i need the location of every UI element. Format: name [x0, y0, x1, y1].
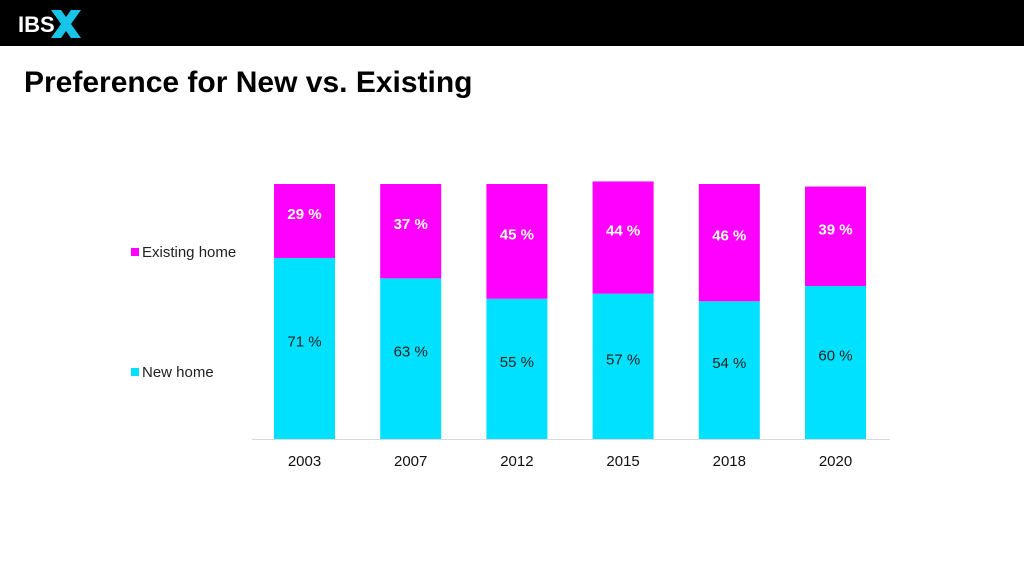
data-label-existing-home-2018: 46 % — [712, 228, 746, 245]
data-label-new-home-2012: 55 % — [500, 354, 534, 371]
legend-label-new-home: New home — [142, 364, 214, 381]
legend-swatch-new-home — [131, 368, 139, 376]
x-tick-label-2018: 2018 — [713, 453, 746, 470]
ibsx-logo[interactable]: IBS — [17, 7, 87, 41]
logo-x-icon — [51, 10, 81, 38]
data-label-existing-home-2015: 44 % — [606, 223, 640, 240]
bar-new-home-2007 — [380, 278, 442, 439]
data-label-new-home-2018: 54 % — [712, 355, 746, 372]
x-tick-label-2020: 2020 — [819, 453, 852, 470]
data-label-new-home-2003: 71 % — [287, 333, 321, 350]
logo-mark-icon: IBS — [18, 10, 81, 38]
data-label-existing-home-2007: 37 % — [394, 216, 428, 233]
legend-swatch-existing-home — [131, 248, 139, 256]
data-label-existing-home-2020: 39 % — [818, 221, 852, 238]
x-tick-label-2015: 2015 — [606, 453, 639, 470]
page-title: Preference for New vs. Existing — [24, 66, 473, 99]
bar-new-home-2003 — [274, 257, 335, 439]
header-bar: IBS — [0, 0, 1024, 46]
data-label-new-home-2020: 60 % — [818, 348, 852, 365]
bar-existing-home-2020 — [805, 186, 866, 286]
data-label-existing-home-2012: 45 % — [500, 226, 534, 243]
bar-new-home-2012 — [486, 298, 548, 439]
bar-new-home-2015 — [592, 293, 654, 439]
bar-existing-home-2018 — [698, 184, 760, 302]
bar-new-home-2020 — [805, 286, 866, 439]
data-label-new-home-2015: 57 % — [606, 351, 640, 368]
bar-existing-home-2012 — [486, 184, 548, 299]
legend-label-existing-home: Existing home — [142, 244, 237, 261]
bar-existing-home-2015 — [592, 181, 654, 294]
bar-existing-home-2007 — [380, 184, 442, 279]
data-label-existing-home-2003: 29 % — [287, 206, 321, 223]
x-tick-label-2003: 2003 — [288, 453, 321, 470]
logo-text: IBS — [18, 12, 55, 37]
x-tick-label-2012: 2012 — [500, 453, 533, 470]
bar-existing-home-2003 — [274, 184, 335, 258]
x-tick-label-2007: 2007 — [394, 453, 427, 470]
bar-new-home-2018 — [698, 301, 760, 439]
data-label-new-home-2007: 63 % — [394, 344, 428, 361]
